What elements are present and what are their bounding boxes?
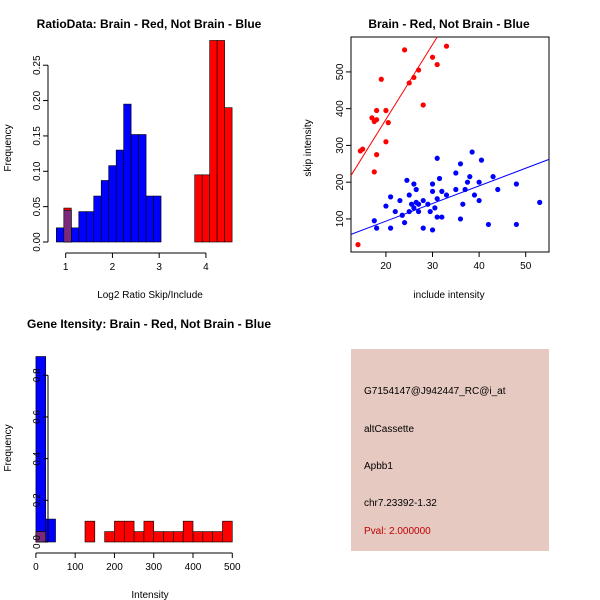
ratio-bar-not-brain bbox=[100, 180, 109, 243]
genomic-location-text: chr7.23392-1.32 bbox=[364, 498, 437, 509]
ratio-y-tick-label: 0.10 bbox=[32, 161, 43, 181]
probe-id-text: G7154147@J942447_RC@i_at bbox=[364, 386, 506, 397]
ratio-bar-overlap bbox=[63, 209, 72, 243]
ratio-chart-title: RatioData: Brain - Red, Not Brain - Blue bbox=[37, 17, 262, 31]
ratio-x-tick-label: 3 bbox=[156, 262, 162, 273]
probe-info-panel: G7154147@J942447_RC@i_at altCassette Apb… bbox=[351, 349, 549, 551]
ratio-bar-not-brain bbox=[153, 195, 162, 243]
ratio-y-tick-label: 0.00 bbox=[32, 232, 43, 252]
ratio-bar-not-brain bbox=[56, 227, 65, 243]
ratio-x-axis-label: Log2 Ratio Skip/Include bbox=[97, 290, 203, 301]
ratio-bar-brain bbox=[224, 107, 233, 243]
ratio-y-axis-label: Frequency bbox=[3, 124, 14, 171]
ratio-bar-not-brain bbox=[138, 134, 147, 243]
ratio-y-tick-label: 0.15 bbox=[32, 126, 43, 146]
ratio-x-tick-label: 1 bbox=[63, 262, 69, 273]
ratio-bar-not-brain bbox=[108, 165, 117, 243]
ratio-bar-brain bbox=[216, 40, 225, 243]
ratio-bar-not-brain bbox=[130, 134, 139, 243]
event-type-text: altCassette bbox=[364, 424, 415, 435]
ratio-y-tick-label: 0.25 bbox=[32, 55, 43, 75]
ratio-x-tick-label: 2 bbox=[110, 262, 116, 273]
pvalue-text: Pval: 2.000000 bbox=[364, 526, 431, 537]
ratio-bar-brain bbox=[209, 40, 218, 243]
ratio-y-tick-label: 0.05 bbox=[32, 196, 43, 216]
ratio-bar-not-brain bbox=[123, 103, 132, 243]
ratio-axes: 0.00 0.05 0.10 0.15 0.20 0.25 1 2 3 4 bbox=[32, 55, 209, 273]
ratio-y-tick-label: 0.20 bbox=[32, 90, 43, 110]
ratio-bar-not-brain bbox=[145, 195, 154, 243]
ratio-bar-brain bbox=[194, 174, 203, 243]
ratio-bar-not-brain bbox=[70, 227, 80, 243]
ratio-bar-not-brain bbox=[115, 149, 124, 243]
ratio-x-tick-label: 4 bbox=[203, 262, 209, 273]
ratio-bar-not-brain bbox=[85, 211, 95, 243]
ratio-bar-not-brain bbox=[93, 195, 102, 243]
ratio-bar-brain bbox=[201, 174, 210, 243]
gene-name-text: Apbb1 bbox=[364, 461, 393, 472]
ratio-bar-not-brain bbox=[78, 211, 87, 243]
